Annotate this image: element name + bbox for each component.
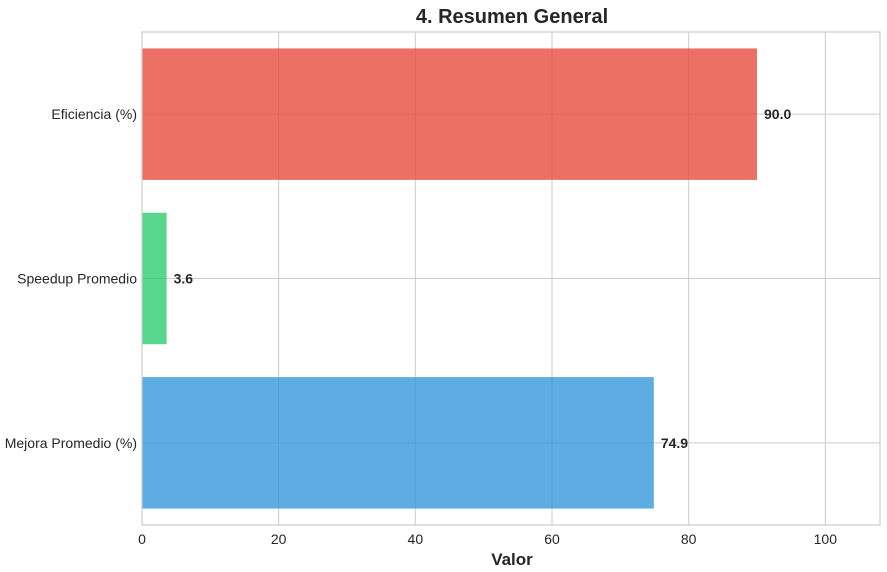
plot-frame bbox=[141, 31, 881, 526]
y-tick-label: Eficiencia (%) bbox=[51, 106, 137, 122]
x-axis-label: Valor bbox=[491, 550, 533, 569]
bar bbox=[142, 48, 757, 180]
x-tick-label: 40 bbox=[408, 531, 424, 547]
bar bbox=[142, 212, 167, 345]
x-tick-label: 80 bbox=[681, 531, 697, 547]
bars bbox=[142, 48, 757, 509]
y-tick-labels: Eficiencia (%) Speedup Promedio Mejora Pro… bbox=[5, 106, 137, 451]
chart-title: 4. Resumen General bbox=[416, 6, 608, 28]
x-tick-label: 60 bbox=[544, 531, 560, 547]
bar-value-label: 74.9 bbox=[661, 435, 688, 451]
data-labels: 90.0 3.6 74.9 bbox=[174, 106, 792, 451]
bar bbox=[142, 377, 654, 509]
x-tick-labels: 0 20 40 60 80 100 bbox=[138, 531, 837, 547]
x-tick-label: 100 bbox=[814, 531, 838, 547]
bar-value-label: 3.6 bbox=[174, 271, 194, 287]
bar-value-label: 90.0 bbox=[764, 106, 791, 122]
y-tick-label: Speedup Promedio bbox=[17, 271, 137, 287]
y-tick-label: Mejora Promedio (%) bbox=[5, 435, 137, 451]
x-tick-label: 0 bbox=[138, 531, 146, 547]
x-tick-label: 20 bbox=[271, 531, 287, 547]
